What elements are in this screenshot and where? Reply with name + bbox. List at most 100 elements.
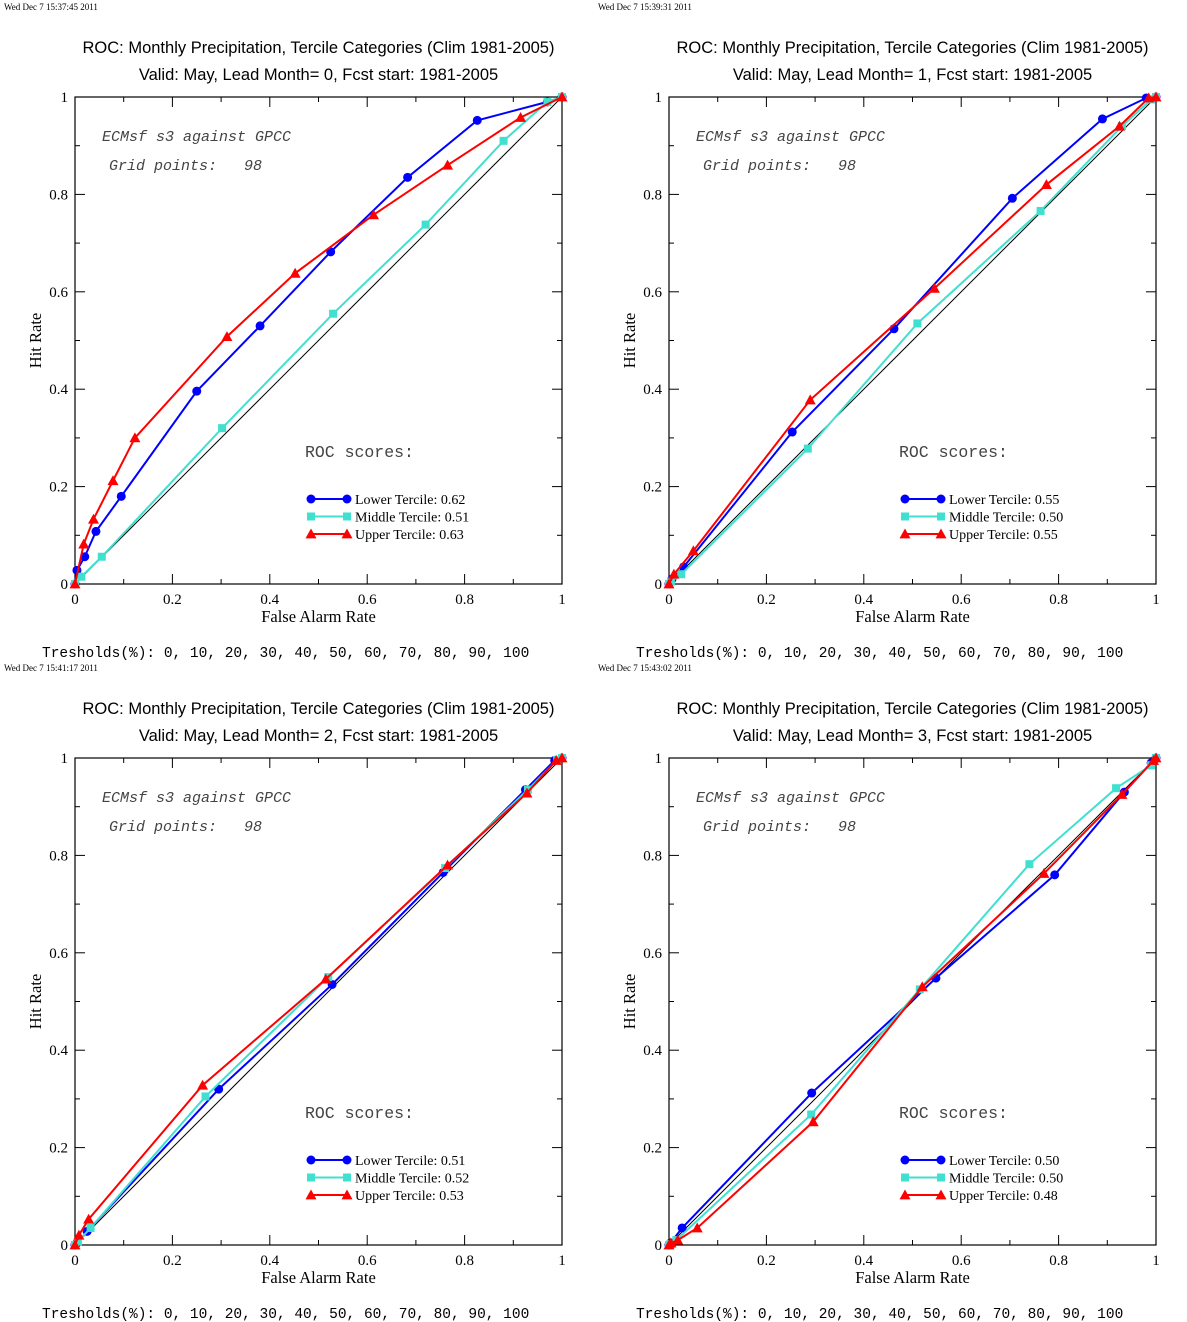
roc-panel-4: Wed Dec 7 15:43:02 2011 ROC: Monthly Prec… xyxy=(598,663,1162,1322)
thresholds-text: Tresholds(%): 0, 10, 20, 30, 40, 50, 60,… xyxy=(636,646,1123,662)
data-point-square xyxy=(1112,784,1121,793)
timestamp: Wed Dec 7 15:41:17 2011 xyxy=(4,663,98,673)
y-tick-label: 0 xyxy=(655,1238,663,1254)
legend-marker xyxy=(343,1173,351,1182)
legend-marker xyxy=(935,528,947,539)
y-tick-label: 0 xyxy=(61,577,69,593)
no-skill-diagonal xyxy=(668,757,1157,1246)
legend-marker xyxy=(936,494,946,504)
chart-title: ROC: Monthly Precipitation, Tercile Cate… xyxy=(83,700,555,718)
data-point-square xyxy=(73,1237,82,1246)
data-point-square xyxy=(201,1092,210,1101)
data-point-square xyxy=(913,319,922,328)
data-point-triangle xyxy=(521,787,533,798)
legend-label: Upper Tercile: 0.63 xyxy=(355,528,464,543)
data-point-square xyxy=(1147,761,1156,770)
legend-label: Upper Tercile: 0.55 xyxy=(949,528,1058,543)
data-point-square xyxy=(1036,206,1045,215)
data-point-circle xyxy=(787,427,797,437)
data-point-triangle xyxy=(1116,789,1128,799)
y-axis-label: Hit Rate xyxy=(620,313,639,368)
data-point-square xyxy=(86,1223,95,1232)
data-point-triangle xyxy=(197,1079,209,1090)
legend-marker xyxy=(343,512,351,521)
legend-marker xyxy=(900,494,910,504)
y-tick-label: 1 xyxy=(655,751,663,767)
data-point-square xyxy=(329,309,338,318)
legend-marker xyxy=(900,1155,910,1165)
data-point-triangle xyxy=(69,578,81,589)
x-axis-label: False Alarm Rate xyxy=(855,607,970,626)
legend-marker xyxy=(899,528,911,539)
legend-label: Lower Tercile: 0.62 xyxy=(355,493,465,508)
legend-marker xyxy=(936,1155,946,1165)
x-tick-label: 0.8 xyxy=(1049,592,1068,608)
data-point-triangle xyxy=(1113,120,1125,131)
legend-label: Middle Tercile: 0.50 xyxy=(949,511,1063,526)
roc-scores-heading: ROC scores: xyxy=(899,1104,1008,1123)
data-point-triangle xyxy=(1040,179,1052,190)
series-3 xyxy=(69,91,568,589)
annotation-gridpoints: Grid points: 98 xyxy=(109,819,262,836)
legend-label: Lower Tercile: 0.55 xyxy=(949,493,1059,508)
data-point-circle xyxy=(192,386,202,396)
data-point-triangle xyxy=(556,752,568,763)
data-point-triangle xyxy=(368,209,380,220)
data-point-triangle xyxy=(556,91,568,102)
data-point-triangle xyxy=(691,1222,703,1233)
legend-label: Lower Tercile: 0.50 xyxy=(949,1154,1059,1169)
data-point-triangle xyxy=(320,973,332,984)
no-skill-diagonal xyxy=(74,757,563,1246)
legend-label: Middle Tercile: 0.52 xyxy=(355,1172,469,1187)
series-3 xyxy=(69,752,568,1250)
legend-label: Lower Tercile: 0.51 xyxy=(355,1154,465,1169)
data-point-triangle xyxy=(928,282,940,293)
legend-marker xyxy=(342,1155,352,1165)
timestamp: Wed Dec 7 15:37:45 2011 xyxy=(4,2,98,12)
legend-label: Middle Tercile: 0.51 xyxy=(355,511,469,526)
chart-subtitle: Valid: May, Lead Month= 1, Fcst start: 1… xyxy=(733,66,1092,84)
thresholds-text: Tresholds(%): 0, 10, 20, 30, 40, 50, 60,… xyxy=(42,646,529,662)
roc-scores-heading: ROC scores: xyxy=(305,1104,414,1123)
roc-panel-2: Wed Dec 7 15:39:31 2011 ROC: Monthly Prec… xyxy=(598,2,1162,662)
y-tick-label: 0.8 xyxy=(49,848,68,864)
x-tick-label: 1 xyxy=(1152,1253,1160,1269)
chart-subtitle: Valid: May, Lead Month= 0, Fcst start: 1… xyxy=(139,66,498,84)
y-tick-label: 0.4 xyxy=(49,382,68,398)
y-tick-label: 0.6 xyxy=(643,946,662,962)
x-tick-label: 0.2 xyxy=(757,1253,776,1269)
y-axis-label: Hit Rate xyxy=(26,974,45,1029)
x-tick-label: 1 xyxy=(1152,592,1160,608)
annotation-model: ECMsf s3 against GPCC xyxy=(102,129,291,146)
data-point-triangle xyxy=(1150,91,1162,102)
x-tick-label: 1 xyxy=(558,592,566,608)
data-point-triangle xyxy=(442,859,454,870)
y-tick-label: 0.8 xyxy=(643,187,662,203)
y-tick-label: 0.4 xyxy=(643,1043,662,1059)
legend-marker xyxy=(901,1173,909,1182)
data-point-triangle xyxy=(289,267,301,278)
y-tick-label: 0 xyxy=(655,577,663,593)
annotation-model: ECMsf s3 against GPCC xyxy=(102,790,291,807)
y-tick-label: 1 xyxy=(655,90,663,106)
data-point-triangle xyxy=(107,475,119,486)
no-skill-diagonal xyxy=(668,96,1157,585)
legend-marker xyxy=(937,1173,945,1182)
legend-marker xyxy=(307,1173,315,1182)
x-tick-label: 0.2 xyxy=(757,592,776,608)
annotation-model: ECMsf s3 against GPCC xyxy=(696,790,885,807)
data-point-circle xyxy=(255,321,265,331)
timestamp: Wed Dec 7 15:43:02 2011 xyxy=(598,663,692,673)
y-tick-label: 0.8 xyxy=(49,187,68,203)
legend-marker xyxy=(901,512,909,521)
data-point-circle xyxy=(116,491,126,501)
y-tick-label: 1 xyxy=(61,90,69,106)
data-point-triangle xyxy=(515,111,527,122)
data-point-triangle xyxy=(1150,752,1162,763)
x-tick-label: 0.4 xyxy=(854,1253,873,1269)
data-point-square xyxy=(218,424,227,433)
x-tick-label: 0.4 xyxy=(260,1253,279,1269)
x-tick-label: 0.8 xyxy=(1049,1253,1068,1269)
data-point-circle xyxy=(677,1223,687,1233)
x-tick-label: 0.4 xyxy=(260,592,279,608)
